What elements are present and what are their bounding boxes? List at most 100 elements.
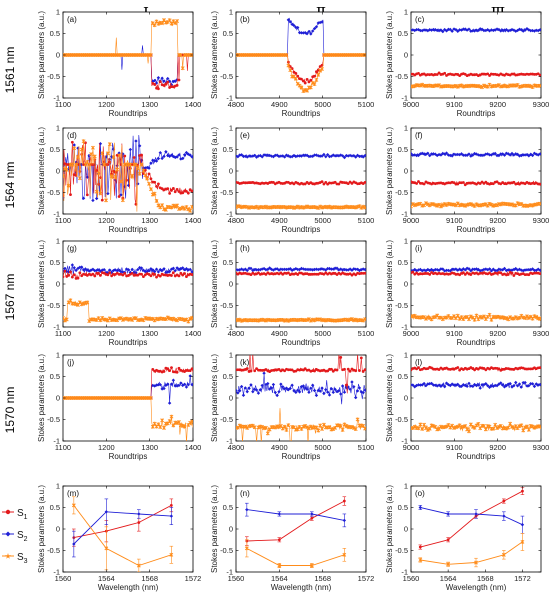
panel-k-s2-point xyxy=(294,390,298,395)
panel-k-s3-point xyxy=(255,441,258,445)
panel-e-s3-point xyxy=(254,204,259,209)
panel-k-s1-point xyxy=(339,356,343,359)
panel-m-s2-point xyxy=(104,510,109,514)
panel-j-s2-point xyxy=(177,383,181,388)
panel-i-ytick-label: 0.5 xyxy=(398,258,408,267)
panel-n-s1-line xyxy=(246,500,345,542)
panel-n-s1-point xyxy=(277,538,281,542)
panel-d-s3-point xyxy=(96,171,101,176)
panel-f-xtick-label: 9300 xyxy=(533,216,550,225)
panel-c-s3-point xyxy=(455,84,460,89)
panel-f-ytick-label: 0.5 xyxy=(398,145,408,154)
panel-k-s2-point xyxy=(236,391,240,395)
panel-f-s2-point xyxy=(437,152,441,157)
panel-l-xtick-label: 9000 xyxy=(403,443,420,452)
panel-e-s2-point xyxy=(342,155,347,160)
panel-g-s1-point xyxy=(78,271,82,275)
panel-e-s2-point xyxy=(273,153,277,158)
panel-h-s2-point xyxy=(282,267,287,272)
panel-d-s3-point xyxy=(85,159,90,164)
panel-n-xtick-label: 1560 xyxy=(228,574,245,583)
panel-k-s2-point xyxy=(355,389,360,393)
panel-d-s2-point xyxy=(184,150,189,155)
panel-g-s1-point xyxy=(93,274,97,278)
panel-c-ytick-label: 0.5 xyxy=(398,29,408,38)
panel-g-s2-point xyxy=(80,265,84,269)
panel-f-xtick-label: 9000 xyxy=(403,216,420,225)
panel-g-s1-point xyxy=(67,273,71,277)
panel-f-s1-point xyxy=(417,180,420,183)
panel-k-s3-point xyxy=(286,423,291,428)
panel-g-s1-point xyxy=(70,275,74,279)
panel-h-s2-point xyxy=(363,267,366,272)
panel-k-s2-point xyxy=(260,383,264,388)
panel-g-s2-point xyxy=(85,268,90,272)
panel-g-s2-point xyxy=(154,267,159,271)
panel-l-s2-point xyxy=(538,382,541,387)
panel-j-s2-point xyxy=(169,382,174,386)
panel-k-ytick-label: 0 xyxy=(229,394,233,403)
legend-s1-marker xyxy=(5,509,11,515)
panel-b-s1-point xyxy=(309,78,313,82)
panel-d-s3-point xyxy=(107,142,112,147)
panel-d-s3-point xyxy=(63,167,67,171)
panel-b-s2-point xyxy=(299,31,304,35)
panel-h-s3-point xyxy=(312,318,317,323)
panel-c-xtick-label: 9000 xyxy=(403,100,420,109)
panel-g-s1-point xyxy=(123,271,127,275)
panel-j-s3-point xyxy=(177,420,181,424)
panel-f-s1-point xyxy=(512,180,516,184)
panel-e-s1-point xyxy=(363,180,366,184)
panel-f-s2-point xyxy=(495,153,499,158)
panel-f-ytick-label: 1 xyxy=(404,124,408,133)
panel-h-s1-point xyxy=(264,272,268,276)
panel-a-s2-point xyxy=(173,79,177,84)
panel-d-xtick-label: 1100 xyxy=(55,216,71,225)
panel-k-s2-point xyxy=(331,390,335,395)
panel-a-s2-point xyxy=(156,76,161,80)
panel-d-s1-point xyxy=(100,198,104,202)
panel-j-xlabel: Roundtrips xyxy=(109,452,148,461)
panel-j-s3-point xyxy=(158,425,163,429)
panel-i-ylabel: Stokes parameters (a.u.) xyxy=(385,240,394,328)
panel-d-s3-point xyxy=(98,191,103,196)
panel-l-s3-point xyxy=(508,421,513,426)
panel-n-data xyxy=(244,496,347,569)
panel-f-s1-point xyxy=(538,182,541,186)
panel-d-s2-point xyxy=(137,144,142,148)
panel-c-s2-point xyxy=(418,28,423,33)
panel-k-xtick-label: 5000 xyxy=(314,443,331,452)
panel-f-s3-point xyxy=(470,203,475,207)
panel-d-xlabel: Roundtrips xyxy=(109,225,148,234)
panel-o: 1560 1564 1568 1572 -1 -0.5 0 0.5 1 Wavelength (n… xyxy=(385,482,542,592)
panel-e-s1-point xyxy=(346,182,350,186)
panel-j-s3-point xyxy=(171,423,176,428)
panel-a-s3-point xyxy=(160,20,165,25)
panel-k-s1-point xyxy=(253,369,257,373)
panel-k-s2-point xyxy=(251,389,255,394)
panel-d-s3-point xyxy=(134,162,138,167)
panel-k-s3-point xyxy=(320,427,324,431)
panel-j-s2-point xyxy=(186,383,191,387)
panel-e-s2-point xyxy=(282,155,287,159)
panel-g-s1-point xyxy=(171,271,175,275)
panel-k-s2-point xyxy=(327,393,332,397)
panel-c-s1-point xyxy=(486,72,490,76)
panel-f-xlabel: Roundtrips xyxy=(457,225,496,234)
panel-d-s2-point xyxy=(171,154,176,159)
panel-g-s3-point xyxy=(68,298,73,303)
panel-d-s3-point xyxy=(100,151,105,156)
panel-h-s1-point xyxy=(296,273,300,276)
panel-e-s2-point xyxy=(264,153,268,157)
panel-k-xlabel: Roundtrips xyxy=(282,452,321,461)
panel-h-s2-point xyxy=(281,267,285,272)
panel-d-s3-point xyxy=(175,203,180,208)
panel-m-s3-point xyxy=(71,503,76,508)
panel-d-s2-point xyxy=(126,183,131,188)
panel-e-xtick-label: 4900 xyxy=(271,216,288,225)
panel-l-s2-point xyxy=(418,383,423,387)
panel-e-s1-point xyxy=(322,182,326,186)
panel-e-s2-point xyxy=(355,153,360,158)
panel-m-ytick-label: -1 xyxy=(53,568,60,577)
panel-k-s1-point xyxy=(354,369,358,373)
